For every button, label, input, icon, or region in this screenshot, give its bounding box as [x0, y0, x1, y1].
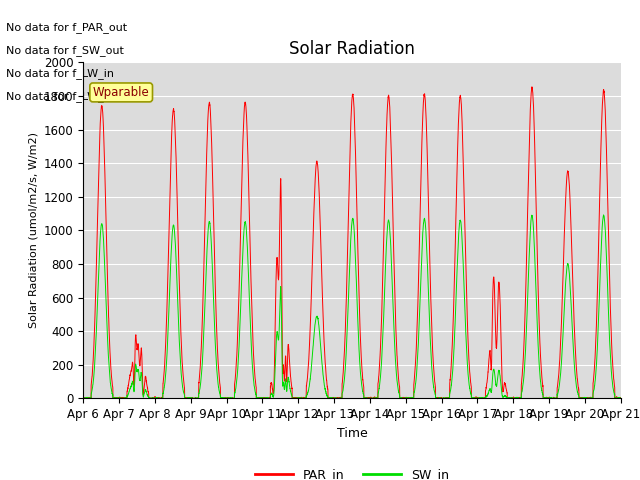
- Text: Wparable: Wparable: [93, 86, 150, 99]
- Text: No data for f_LW_out: No data for f_LW_out: [6, 91, 122, 102]
- Y-axis label: Solar Radiation (umol/m2/s, W/m2): Solar Radiation (umol/m2/s, W/m2): [28, 132, 38, 328]
- Title: Solar Radiation: Solar Radiation: [289, 40, 415, 58]
- Text: No data for f_LW_in: No data for f_LW_in: [6, 68, 115, 79]
- X-axis label: Time: Time: [337, 427, 367, 440]
- Text: No data for f_PAR_out: No data for f_PAR_out: [6, 22, 127, 33]
- Text: No data for f_SW_out: No data for f_SW_out: [6, 45, 124, 56]
- Legend: PAR_in, SW_in: PAR_in, SW_in: [250, 463, 454, 480]
